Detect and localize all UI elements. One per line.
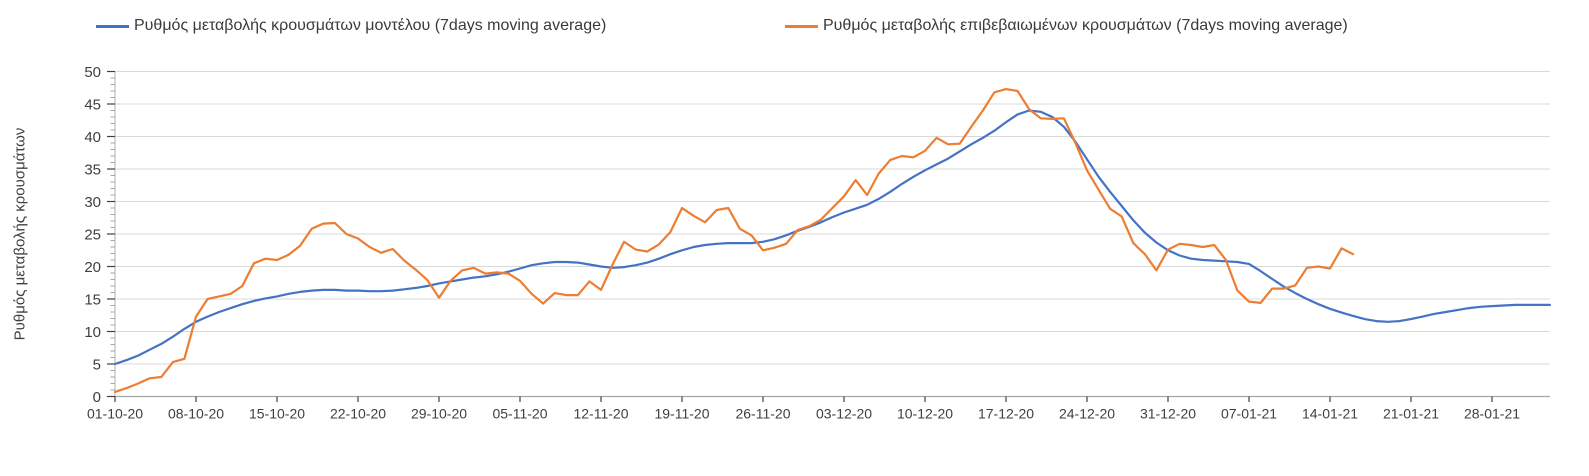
y-tick-label: 50 (84, 64, 101, 81)
x-tick-label: 29-10-20 (411, 406, 467, 422)
y-tick-label: 5 (93, 357, 101, 374)
legend-item-model: Ρυθμός μεταβολής κρουσμάτων μοντέλου (7d… (96, 14, 606, 38)
y-tick-label: 40 (84, 129, 101, 146)
legend-label-confirmed: Ρυθμός μεταβολής επιβεβαιωμένων κρουσμάτ… (823, 17, 1348, 34)
x-tick-label: 21-01-21 (1383, 406, 1439, 422)
y-tick-label: 25 (84, 227, 101, 244)
confirmed-line-swatch-icon (785, 24, 818, 28)
x-tick-label: 10-12-20 (897, 406, 953, 422)
x-tick-label: 31-12-20 (1140, 406, 1196, 422)
legend-label-model: Ρυθμός μεταβολής κρουσμάτων μοντέλου (7d… (134, 17, 607, 34)
x-tick-label: 24-12-20 (1059, 406, 1115, 422)
y-tick-label: 45 (84, 97, 101, 114)
x-tick-label: 03-12-20 (816, 406, 872, 422)
y-tick-label: 30 (84, 194, 101, 211)
x-tick-label: 01-10-20 (87, 406, 143, 422)
x-tick-label: 12-11-20 (573, 406, 628, 422)
model-line (113, 109, 1552, 366)
y-tick-label: 15 (84, 292, 101, 309)
y-tick-label: 20 (84, 259, 101, 276)
x-tick-label: 28-01-21 (1464, 406, 1520, 422)
confirmed-line (113, 87, 1355, 393)
x-tick-label: 14-01-21 (1302, 406, 1358, 422)
x-tick-label: 19-11-20 (654, 406, 709, 422)
legend-item-confirmed: Ρυθμός μεταβολής επιβεβαιωμένων κρουσμάτ… (785, 14, 1348, 38)
x-tick-label: 15-10-20 (249, 406, 305, 422)
x-tick-label: 22-10-20 (330, 406, 386, 422)
x-tick-label: 08-10-20 (168, 406, 224, 422)
x-tick-label: 17-12-20 (978, 406, 1034, 422)
y-tick-label: 35 (84, 162, 101, 179)
x-tick-label: 05-11-20 (492, 406, 547, 422)
model-line-swatch-icon (96, 24, 129, 28)
y-tick-label: 10 (84, 324, 101, 341)
x-tick-label: 26-11-20 (735, 406, 790, 422)
y-tick-label: 0 (93, 389, 101, 406)
x-tick-label: 07-01-21 (1221, 406, 1277, 422)
